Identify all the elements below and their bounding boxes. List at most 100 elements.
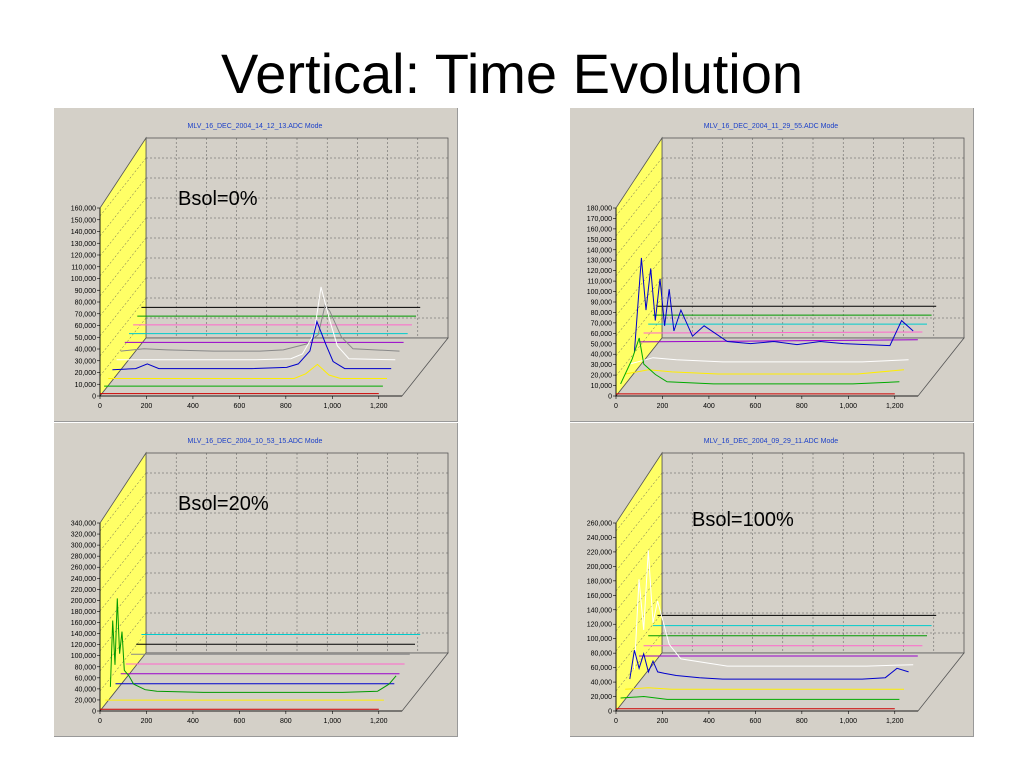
y-tick-label: 180,000 [587,578,612,585]
y-tick-label: 280,000 [71,554,96,561]
y-tick-label: 40,000 [591,352,613,359]
y-tick-label: 200,000 [587,564,612,571]
y-tick-label: 140,000 [587,607,612,614]
y-tick-label: 180,000 [71,609,96,616]
grid [615,138,964,377]
y-tick-label: 140,000 [71,631,96,638]
y-tick-label: 50,000 [591,341,613,348]
y-tick-label: 110,000 [587,279,612,286]
chart-panel-bottom-left: MLV_16_DEC_2004_10_53_15.ADC Mode 0 20,000… [54,423,458,737]
floor [99,652,449,712]
chart-title: MLV_16_DEC_2004_14_12_13.ADC Mode [188,123,323,130]
x-tick-label: 800 [796,718,808,725]
floor [615,337,965,397]
x-tick-label: 1,000 [324,718,342,725]
y-tick-label: 320,000 [71,532,96,539]
slide-title: Vertical: Time Evolution [220,42,804,105]
grid [99,453,448,692]
chart-title: MLV_16_DEC_2004_10_53_15.ADC Mode [188,438,323,445]
y-tick-label: 0 [608,394,612,401]
y-tick-label: 260,000 [587,521,612,528]
series-line [112,319,392,371]
y-tick-label: 100,000 [71,653,96,660]
chart-panel-top-right: MLV_16_DEC_2004_11_29_55.ADC Mode 0 10,000… [570,108,974,422]
y-tick-label: 170,000 [587,216,612,223]
series-line [625,687,904,690]
y-tick-label: 120,000 [71,642,96,649]
x-tick-label: 1,200 [886,403,904,410]
x-tick-label: 800 [280,718,292,725]
annotation-bsol-100: Bsol=100% [692,509,794,531]
grid [615,453,964,692]
x-tick-label: 600 [750,403,762,410]
x-tick-label: 1,000 [840,403,858,410]
y-tick-label: 0 [608,709,612,716]
y-tick-label: 220,000 [587,549,612,556]
y-tick-label: 340,000 [71,521,96,528]
series-line [638,339,918,343]
y-tick-label: 150,000 [587,237,612,244]
x-tick-label: 200 [141,403,153,410]
x-tick-label: 800 [796,403,808,410]
y-tick-label: 40,000 [75,347,97,354]
chart-panel-top-left: MLV_16_DEC_2004_14_12_13.ADC Mode 0 10,000… [54,108,458,422]
series-line [625,369,905,375]
chart-bsol-20: MLV_16_DEC_2004_10_53_15.ADC Mode 0 20,000… [71,438,449,725]
x-tick-label: 600 [750,718,762,725]
chart-bsol-unlabeled: MLV_16_DEC_2004_11_29_55.ADC Mode 0 10,000… [587,123,965,410]
y-tick-label: 80,000 [591,651,613,658]
y-tick-label: 30,000 [75,358,97,365]
y-tick-label: 240,000 [71,576,96,583]
annotation-bsol-0: Bsol=0% [178,188,258,210]
series-line [109,598,397,693]
x-tick-label: 0 [614,718,618,725]
x-tick-label: 1,000 [840,718,858,725]
y-tick-label: 60,000 [591,331,613,338]
y-tick-label: 150,000 [71,217,96,224]
x-tick-label: 1,200 [370,718,388,725]
y-tick-label: 90,000 [591,300,613,307]
y-tick-label: 80,000 [591,310,613,317]
x-tick-label: 800 [280,403,292,410]
annotation-bsol-20: Bsol=20% [178,493,269,515]
y-tick-label: 10,000 [75,382,97,389]
y-tick-label: 300,000 [71,543,96,550]
x-tick-label: 200 [141,718,153,725]
y-tick-label: 40,000 [591,680,613,687]
series-line [633,550,914,670]
x-tick-label: 200 [657,718,669,725]
y-tick-label: 60,000 [591,665,613,672]
y-tick-label: 200,000 [71,598,96,605]
y-tick-label: 140,000 [71,229,96,236]
series-line [629,357,909,365]
chart-title: MLV_16_DEC_2004_09_29_11.ADC Mode [704,438,838,445]
y-tick-label: 100,000 [587,289,612,296]
y-tick-label: 30,000 [591,362,613,369]
series-line [643,331,923,334]
series-line [629,650,909,680]
chart-bsol-100: MLV_16_DEC_2004_09_29_11.ADC Mode 0 20,000… [587,438,965,725]
y-tick-label: 50,000 [75,335,97,342]
x-tick-label: 1,200 [886,718,904,725]
y-tick-label: 0 [92,709,96,716]
y-tick-label: 20,000 [75,697,97,704]
x-tick-label: 400 [187,403,199,410]
y-tick-label: 40,000 [75,686,97,693]
y-tick-label: 100,000 [71,276,96,283]
y-tick-label: 260,000 [71,565,96,572]
y-tick-label: 180,000 [587,206,612,213]
y-tick-label: 240,000 [587,535,612,542]
series-line [116,286,396,361]
x-tick-label: 1,200 [370,403,388,410]
y-tick-label: 160,000 [71,620,96,627]
y-tick-label: 80,000 [75,300,97,307]
y-tick-label: 60,000 [75,323,97,330]
y-tick-label: 20,000 [75,370,97,377]
x-tick-label: 0 [614,403,618,410]
y-tick-label: 60,000 [75,675,97,682]
chart-bsol-0: MLV_16_DEC_2004_14_12_13.ADC Mode 0 10,000… [71,123,449,410]
chart-panel-bottom-right: MLV_16_DEC_2004_09_29_11.ADC Mode 0 20,000… [570,423,974,737]
y-tick-label: 100,000 [587,636,612,643]
x-tick-label: 1,000 [324,403,342,410]
floor [99,337,449,397]
